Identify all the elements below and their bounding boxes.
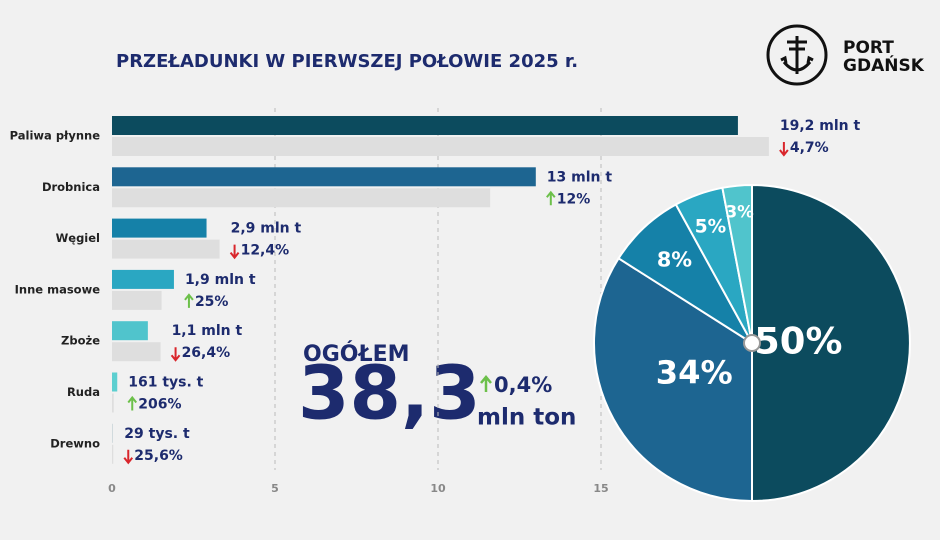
change-arrow [229,244,240,260]
bar [112,218,207,238]
pie-label: 3% [726,202,755,221]
change-label: 12% [557,191,591,207]
summary: OGÓŁEM 38,3 0,4% mln ton [298,341,576,437]
change-label: 12,4% [241,243,290,259]
category-label: Ruda [67,385,100,399]
summary-change: 0,4% [494,373,552,397]
previous-bar [112,393,114,413]
previous-bar [112,137,769,156]
bar [112,269,174,289]
bar [112,116,738,135]
pie-label: 8% [657,247,692,271]
x-tick-label: 15 [593,482,608,495]
category-label: Drobnica [42,180,100,194]
logo-ring [766,24,828,86]
pie-slice [751,183,911,503]
value-label: 1,1 mln t [172,323,243,339]
previous-bar [112,290,162,310]
logo-anchor [780,36,814,74]
pie-label: 34% [656,354,733,392]
summary-label: OGÓŁEM [303,341,410,367]
previous-bar [112,239,220,259]
chart-title: PRZEŁADUNKI W PIERWSZEJ POŁOWIE 2025 r. [116,51,578,72]
value-label: 13 mln t [547,169,613,185]
value-label: 2,9 mln t [231,221,302,237]
bar [112,321,148,341]
value-label: 19,2 mln t [780,118,861,134]
change-label: 25% [195,294,229,310]
bar [112,372,118,392]
logo-text: PORT [843,38,894,58]
previous-bar [112,444,114,464]
change-arrow [779,142,789,157]
value-label: 29 tys. t [124,426,190,442]
change-arrow [123,449,134,465]
summary-unit: mln ton [477,405,576,431]
category-label: Drewno [50,436,100,450]
change-label: 26,4% [182,345,231,361]
logo: PORT GDAŃSK [766,24,925,86]
previous-bar [112,342,161,362]
change-arrow [127,395,138,411]
change-label: 206% [138,397,181,413]
category-label: Węgiel [56,231,100,245]
category-label: Zboże [61,334,100,348]
x-tick-label: 5 [271,482,279,495]
x-tick-label: 10 [430,482,446,495]
pie-label: 50% [754,320,842,363]
previous-bar [112,188,491,208]
change-label: 4,7% [790,140,829,156]
pie-label: 5% [695,217,726,238]
change-arrow [546,190,556,206]
category-label: Inne masowe [15,282,101,296]
value-label: 161 tys. t [128,375,203,391]
value-label: 1,9 mln t [185,272,256,288]
change-arrow [170,347,181,362]
category-label: Paliwa płynne [10,129,101,143]
x-tick-label: 0 [108,482,116,495]
pie-center [743,334,761,352]
summary-arrow [480,375,492,392]
bar [112,423,113,443]
change-arrow [184,293,194,308]
pie-slice [721,183,753,344]
logo-text: GDAŃSK [843,54,925,76]
bar [112,167,536,187]
change-label: 25,6% [134,448,183,464]
summary-total: 38,3 [298,351,481,437]
